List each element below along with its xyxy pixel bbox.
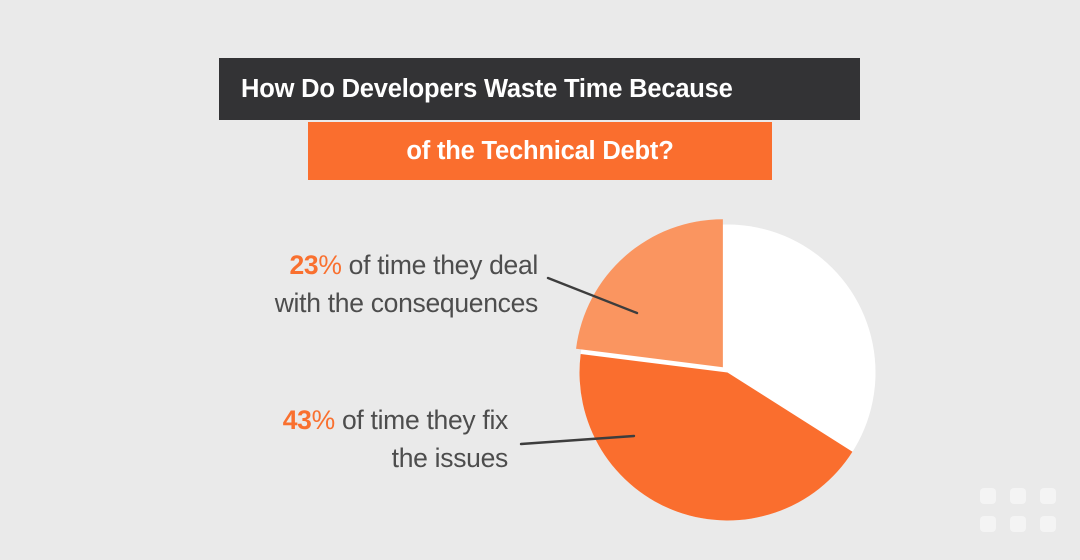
callout-23-line1: 23% of time they deal — [205, 246, 538, 284]
decorative-dot — [1040, 488, 1056, 504]
callout-23-line2: with the consequences — [274, 288, 539, 318]
decorative-dot — [1010, 488, 1026, 504]
decorative-dot — [1010, 516, 1026, 532]
callout-43-percent: 43 — [282, 405, 312, 435]
callout-23-percent: 23 — [289, 250, 319, 280]
pie-slice-fix-issues — [579, 353, 853, 521]
callout-23-text-line1: of time they deal — [341, 250, 539, 280]
title-banner-line1: How Do Developers Waste Time Because — [219, 58, 860, 120]
decorative-dot — [980, 488, 996, 504]
pie-chart — [575, 219, 880, 525]
callout-43-percent-sign: % — [311, 405, 336, 435]
title-text-line1: How Do Developers Waste Time Because — [241, 74, 733, 103]
callout-43-text-line1: of time they fix — [334, 405, 508, 435]
pie-chart-svg — [576, 219, 876, 521]
callout-23-percent-sign: % — [318, 250, 342, 280]
pie-slice-consequences — [576, 219, 723, 368]
decorative-dot — [1040, 516, 1056, 532]
callout-43-line2: the issues — [391, 443, 509, 473]
callout-43-line1: 43% of time they fix — [205, 401, 509, 439]
callout-label-43: 43% of time they fix the issues — [205, 401, 509, 477]
decorative-dot — [980, 516, 996, 532]
title-banner-line2: of the Technical Debt? — [308, 122, 772, 180]
title-text-line2: of the Technical Debt? — [406, 136, 674, 165]
decorative-dot-grid — [980, 488, 1056, 532]
callout-label-23: 23% of time they deal with the consequen… — [205, 246, 539, 322]
pie-slice-consequences-group — [576, 219, 723, 368]
